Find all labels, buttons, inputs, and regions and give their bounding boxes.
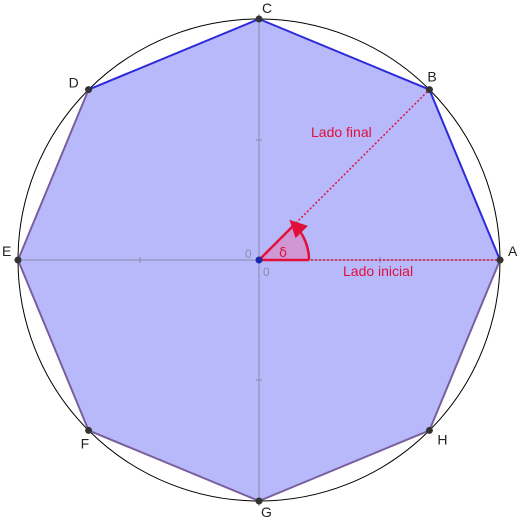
octagon-edge-ef [17, 259, 90, 431]
vertex-point-b [425, 86, 433, 94]
vertex-point-f [85, 426, 93, 434]
vertex-label-c: C [262, 0, 272, 16]
origin-label-x: 0 [263, 265, 270, 279]
terminal-side-segment [258, 223, 296, 261]
vertex-points [14, 15, 504, 505]
angle-arc [289, 219, 311, 261]
terminal-side-label: Lado final [311, 124, 372, 140]
octagon-edge-de [17, 89, 90, 261]
initial-side-label: Lado inicial [343, 263, 413, 279]
origin-point [255, 256, 263, 264]
vertex-point-h [425, 426, 433, 434]
vertex-label-h: H [437, 431, 447, 447]
octagon-edge-gh [258, 429, 430, 502]
vertex-label-f: F [81, 435, 90, 451]
vertex-label-a: A [508, 243, 518, 259]
vertex-point-e [14, 256, 22, 264]
vertex-label-e: E [2, 243, 11, 259]
vertex-point-d [85, 86, 93, 94]
angle-symbol: δ [279, 246, 287, 261]
octagon-edges [17, 18, 501, 502]
vertex-label-g: G [261, 504, 272, 520]
vertex-label-b: B [427, 69, 436, 85]
octagon-edge-ab [428, 89, 501, 261]
octagon-edge-fg [88, 429, 260, 502]
origin-label-y: 0 [245, 247, 252, 261]
octagon-edge-bc [258, 18, 430, 91]
vertex-point-a [496, 256, 504, 264]
octagon-edge-cd [88, 18, 260, 91]
vertex-label-d: D [69, 75, 79, 91]
octagon-edge-ha [428, 259, 501, 431]
vertex-point-g [255, 497, 263, 505]
vertex-point-c [255, 15, 263, 23]
